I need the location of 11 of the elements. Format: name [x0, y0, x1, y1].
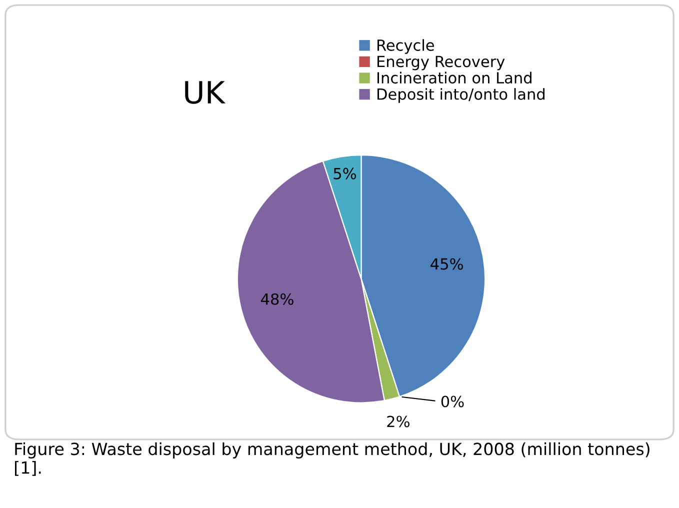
data-label: 48%: [261, 293, 294, 305]
text: UK: [185, 81, 226, 104]
caption: Figure 3: Waste disposal by management method, UK, 2008 (million tonnes) [1].: [15, 442, 650, 476]
legend-label: Deposit into/onto land: [377, 88, 544, 103]
text: 0%: [441, 396, 464, 408]
legend-label: Recycle: [377, 39, 434, 54]
data-label: 2%: [387, 416, 410, 428]
legend-label: Energy Recovery: [377, 56, 505, 70]
data-label: 45%: [430, 258, 463, 270]
legend-label: Incineration on Land: [377, 72, 532, 84]
data-label: 5%: [334, 168, 356, 180]
